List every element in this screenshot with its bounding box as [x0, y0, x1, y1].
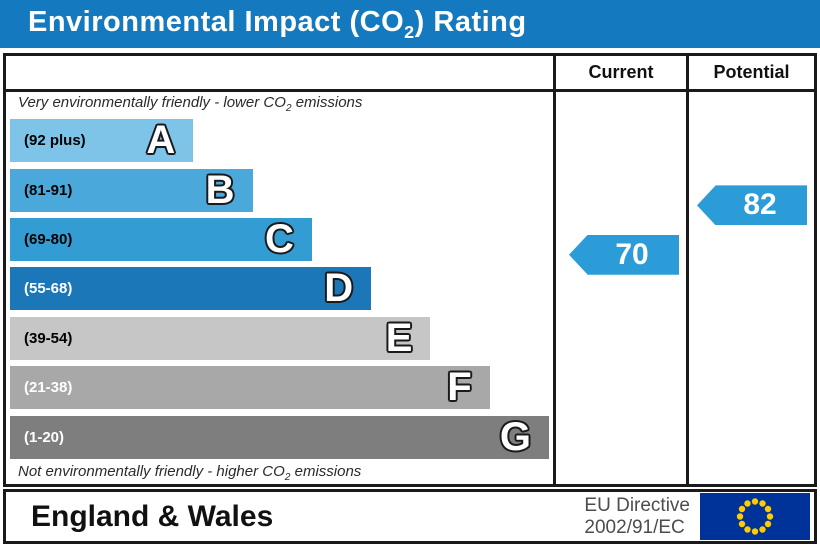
- potential-rating-marker: 82: [697, 185, 807, 226]
- band-row-c: (69-80) C: [10, 215, 549, 264]
- band-letter: E: [385, 315, 413, 360]
- header-cell-empty: [6, 56, 553, 89]
- band-row-g: (1-20) G: [10, 413, 549, 462]
- band-bar-e: (39-54) E: [10, 315, 431, 360]
- footer-bar: England & Wales EU Directive 2002/91/EC: [3, 489, 817, 544]
- band-row-a: (92 plus) A: [10, 116, 549, 165]
- band-bar-f: (21-38) F: [10, 365, 490, 410]
- band-letter: F: [447, 365, 472, 410]
- table-header-row: Current Potential: [6, 56, 814, 92]
- region-label: England & Wales: [31, 499, 274, 533]
- band-bar-d: (55-68) D: [10, 266, 372, 311]
- eu-directive-line2: 2002/91/EC: [584, 516, 685, 538]
- current-rating-column: 70: [553, 92, 686, 484]
- band-row-f: (21-38) F: [10, 363, 549, 412]
- band-bar-g: (1-20) G: [10, 414, 549, 459]
- eu-directive-line1: EU Directive: [584, 494, 690, 516]
- header-cell-potential: Potential: [686, 56, 814, 89]
- band-letter: C: [264, 217, 294, 262]
- eu-flag-icon: [700, 493, 810, 540]
- potential-rating-column: 82: [686, 92, 814, 484]
- band-bar-a: (92 plus) A: [10, 118, 194, 163]
- bottom-caption: Not environmentally friendly - higher CO…: [18, 462, 362, 483]
- band-range-label: (39-54): [24, 329, 73, 347]
- band-range-label: (92 plus): [24, 132, 86, 150]
- title-bar: Environmental Impact (CO2) Rating: [0, 0, 820, 48]
- current-rating-marker: 70: [569, 234, 679, 275]
- rating-table: Current Potential Very environmentally f…: [3, 53, 817, 487]
- band-bar-c: (69-80) C: [10, 217, 312, 262]
- band-range-label: (1-20): [24, 428, 65, 446]
- band-row-d: (55-68) D: [10, 264, 549, 313]
- band-range-label: (55-68): [24, 280, 73, 298]
- band-chart-area: Very environmentally friendly - lower CO…: [6, 92, 553, 484]
- header-cell-current: Current: [553, 56, 686, 89]
- band-row-b: (81-91) B: [10, 165, 549, 214]
- band-letter: B: [205, 167, 235, 212]
- page-title: Environmental Impact (CO2) Rating: [28, 5, 527, 42]
- band-row-e: (39-54) E: [10, 314, 549, 363]
- band-letter: D: [324, 266, 354, 311]
- band-range-label: (69-80): [24, 231, 73, 249]
- band-letter: A: [146, 118, 176, 163]
- top-caption: Very environmentally friendly - lower CO…: [18, 94, 363, 114]
- band-range-label: (81-91): [24, 181, 73, 199]
- band-letter: G: [499, 414, 531, 459]
- table-body-row: Very environmentally friendly - lower CO…: [6, 92, 814, 484]
- eu-directive-text: EU Directive 2002/91/EC: [584, 495, 700, 539]
- band-range-label: (21-38): [24, 379, 73, 397]
- band-bar-b: (81-91) B: [10, 167, 253, 212]
